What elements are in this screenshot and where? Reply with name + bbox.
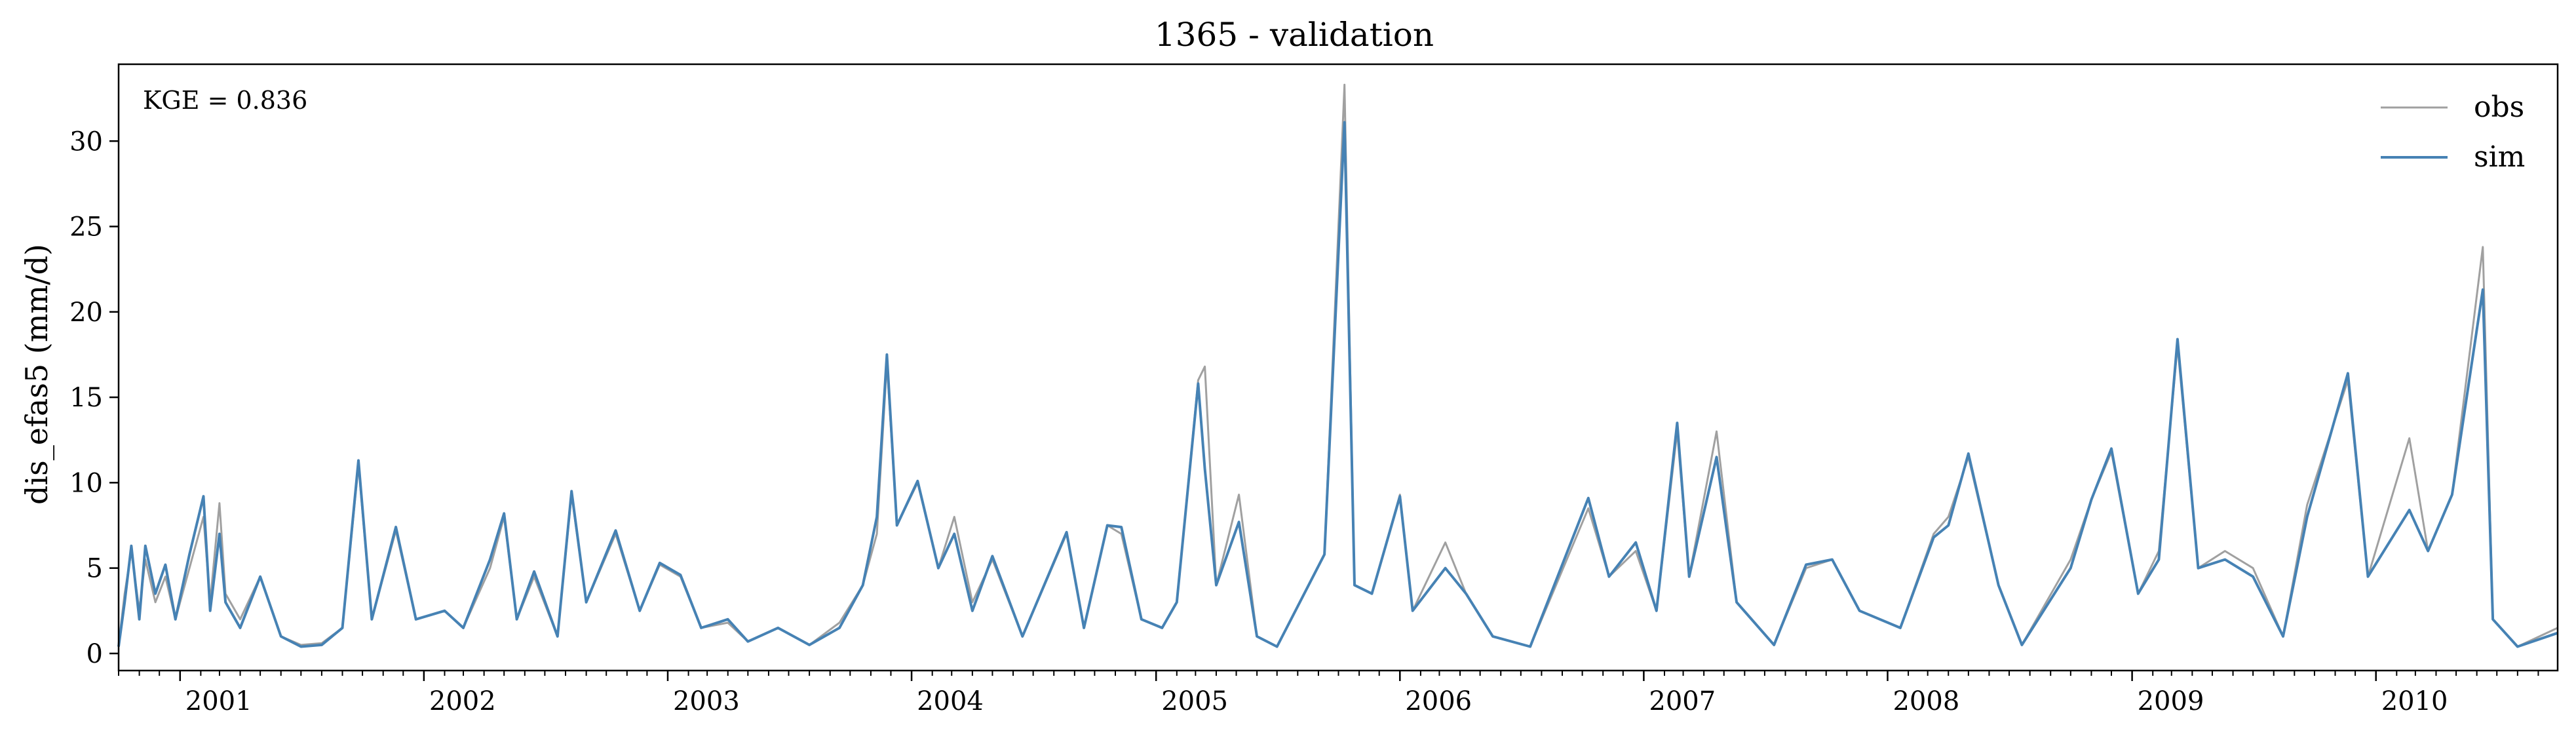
- x-tick-label: 2001: [185, 686, 252, 716]
- x-tick-label: 2005: [1161, 686, 1228, 716]
- y-tick-label: 10: [69, 468, 103, 498]
- x-axis: 2001 2002 2003 2004 2005 2006 2007 2008 2009 2010: [118, 671, 2539, 716]
- series-line-sim: [117, 121, 2558, 648]
- y-tick-label: 20: [69, 298, 103, 328]
- kge-annotation: KGE = 0.836: [143, 86, 307, 115]
- series-layer: [117, 83, 2558, 648]
- y-axis-label: dis_efas5 (mm/d): [19, 244, 54, 505]
- y-tick-label: 15: [69, 383, 103, 413]
- y-tick-label: 25: [69, 212, 103, 243]
- x-tick-label: 2002: [429, 686, 496, 716]
- y-tick-label: 30: [69, 127, 103, 157]
- x-tick-label: 2010: [2381, 686, 2448, 716]
- x-tick-label: 2003: [673, 686, 740, 716]
- legend-obs-label: obs: [2474, 90, 2524, 124]
- x-tick-label: 2008: [1893, 686, 1959, 716]
- x-tick-label: 2009: [2138, 686, 2204, 716]
- y-axis: 0 5 10 15 20 25 30: [69, 127, 119, 669]
- x-tick-label: 2004: [917, 686, 984, 716]
- legend-sim-label: sim: [2474, 140, 2525, 174]
- y-tick-label: 0: [87, 639, 103, 669]
- x-tick-label: 2007: [1649, 686, 1716, 716]
- x-tick-label: 2006: [1405, 686, 1472, 716]
- legend: obs sim: [2381, 90, 2525, 174]
- chart-title: 1365 - validation: [1155, 16, 1434, 54]
- y-tick-label: 5: [87, 554, 103, 584]
